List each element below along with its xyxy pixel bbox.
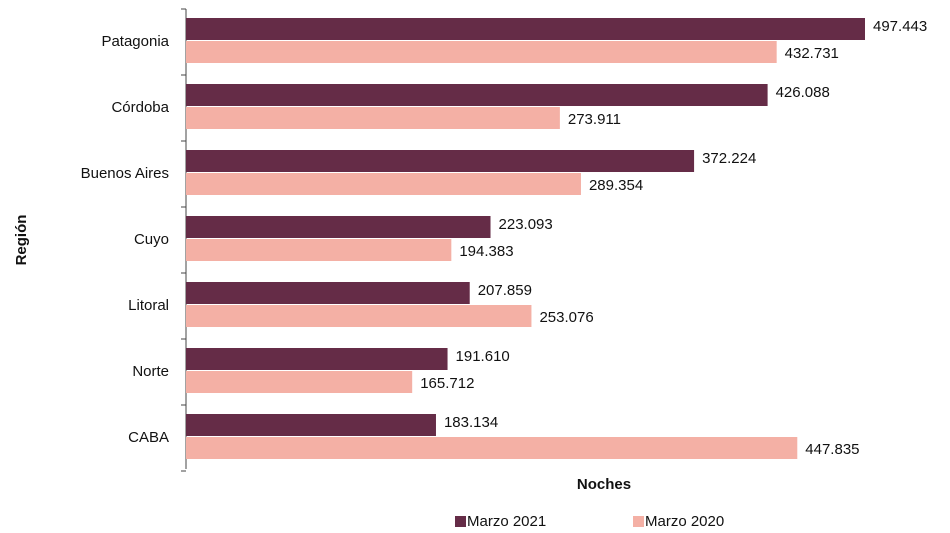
value-label: 426.088 <box>776 84 830 101</box>
y-axis-label: Región <box>13 215 30 266</box>
legend-swatch <box>633 516 644 527</box>
y-tick-label: Córdoba <box>111 99 169 116</box>
y-tick-label: Cuyo <box>134 231 169 248</box>
bar <box>186 107 560 129</box>
value-label: 191.610 <box>456 348 510 365</box>
y-tick-label: Patagonia <box>101 33 169 50</box>
bar <box>186 41 777 63</box>
y-tick-label: Litoral <box>128 297 169 314</box>
value-label: 207.859 <box>478 282 532 299</box>
bar <box>186 371 413 393</box>
value-label: 447.835 <box>805 441 859 458</box>
bar <box>186 150 695 172</box>
value-label: 183.134 <box>444 414 498 431</box>
y-tick-label: Buenos Aires <box>81 165 169 182</box>
value-label: 194.383 <box>459 243 513 260</box>
value-label: 165.712 <box>420 375 474 392</box>
legend-swatch <box>455 516 466 527</box>
legend-label: Marzo 2021 <box>467 513 546 530</box>
bar <box>186 18 865 40</box>
value-label: 432.731 <box>785 45 839 62</box>
value-label: 273.911 <box>568 111 621 128</box>
bar <box>186 282 470 304</box>
value-label: 497.443 <box>873 18 927 35</box>
bar <box>186 84 768 106</box>
value-label: 253.076 <box>539 309 593 326</box>
y-tick-label: Norte <box>132 363 169 380</box>
bar <box>186 305 532 327</box>
bar <box>186 216 491 238</box>
bar <box>186 348 448 370</box>
value-label: 223.093 <box>499 216 553 233</box>
value-label: 289.354 <box>589 177 643 194</box>
bar <box>186 173 581 195</box>
value-label: 372.224 <box>702 150 756 167</box>
bar <box>186 414 436 436</box>
bar <box>186 437 798 459</box>
legend-label: Marzo 2020 <box>645 513 724 530</box>
x-axis-label: Noches <box>577 476 631 493</box>
bar <box>186 239 452 261</box>
y-tick-label: CABA <box>128 429 169 446</box>
